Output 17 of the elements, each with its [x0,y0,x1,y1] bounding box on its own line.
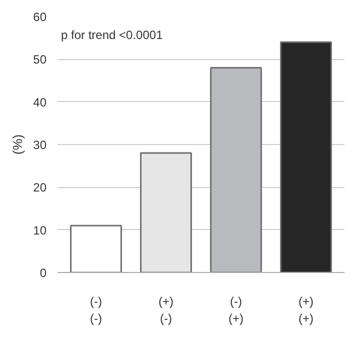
x-tick-label: (+) (+) [298,294,314,326]
y-tick-label: 20 [33,180,47,195]
bar [140,152,192,272]
y-tick-label: 40 [33,95,47,110]
y-tick-label: 10 [33,223,47,238]
x-tick-label: (+) (-) [158,294,174,326]
y-tick-label: 50 [33,52,47,67]
bar [280,41,332,272]
bar [210,66,262,272]
y-tick-label: 60 [33,10,47,24]
y-axis-title: (%) [10,134,26,155]
x-tick-label: (-) (+) [228,294,244,326]
y-tick-label: 30 [33,138,47,152]
annotation: p for trend <0.0001 [61,28,164,42]
x-tick-label: (-) (-) [90,294,102,326]
bar [70,224,122,272]
y-tick-label: 0 [40,266,47,280]
